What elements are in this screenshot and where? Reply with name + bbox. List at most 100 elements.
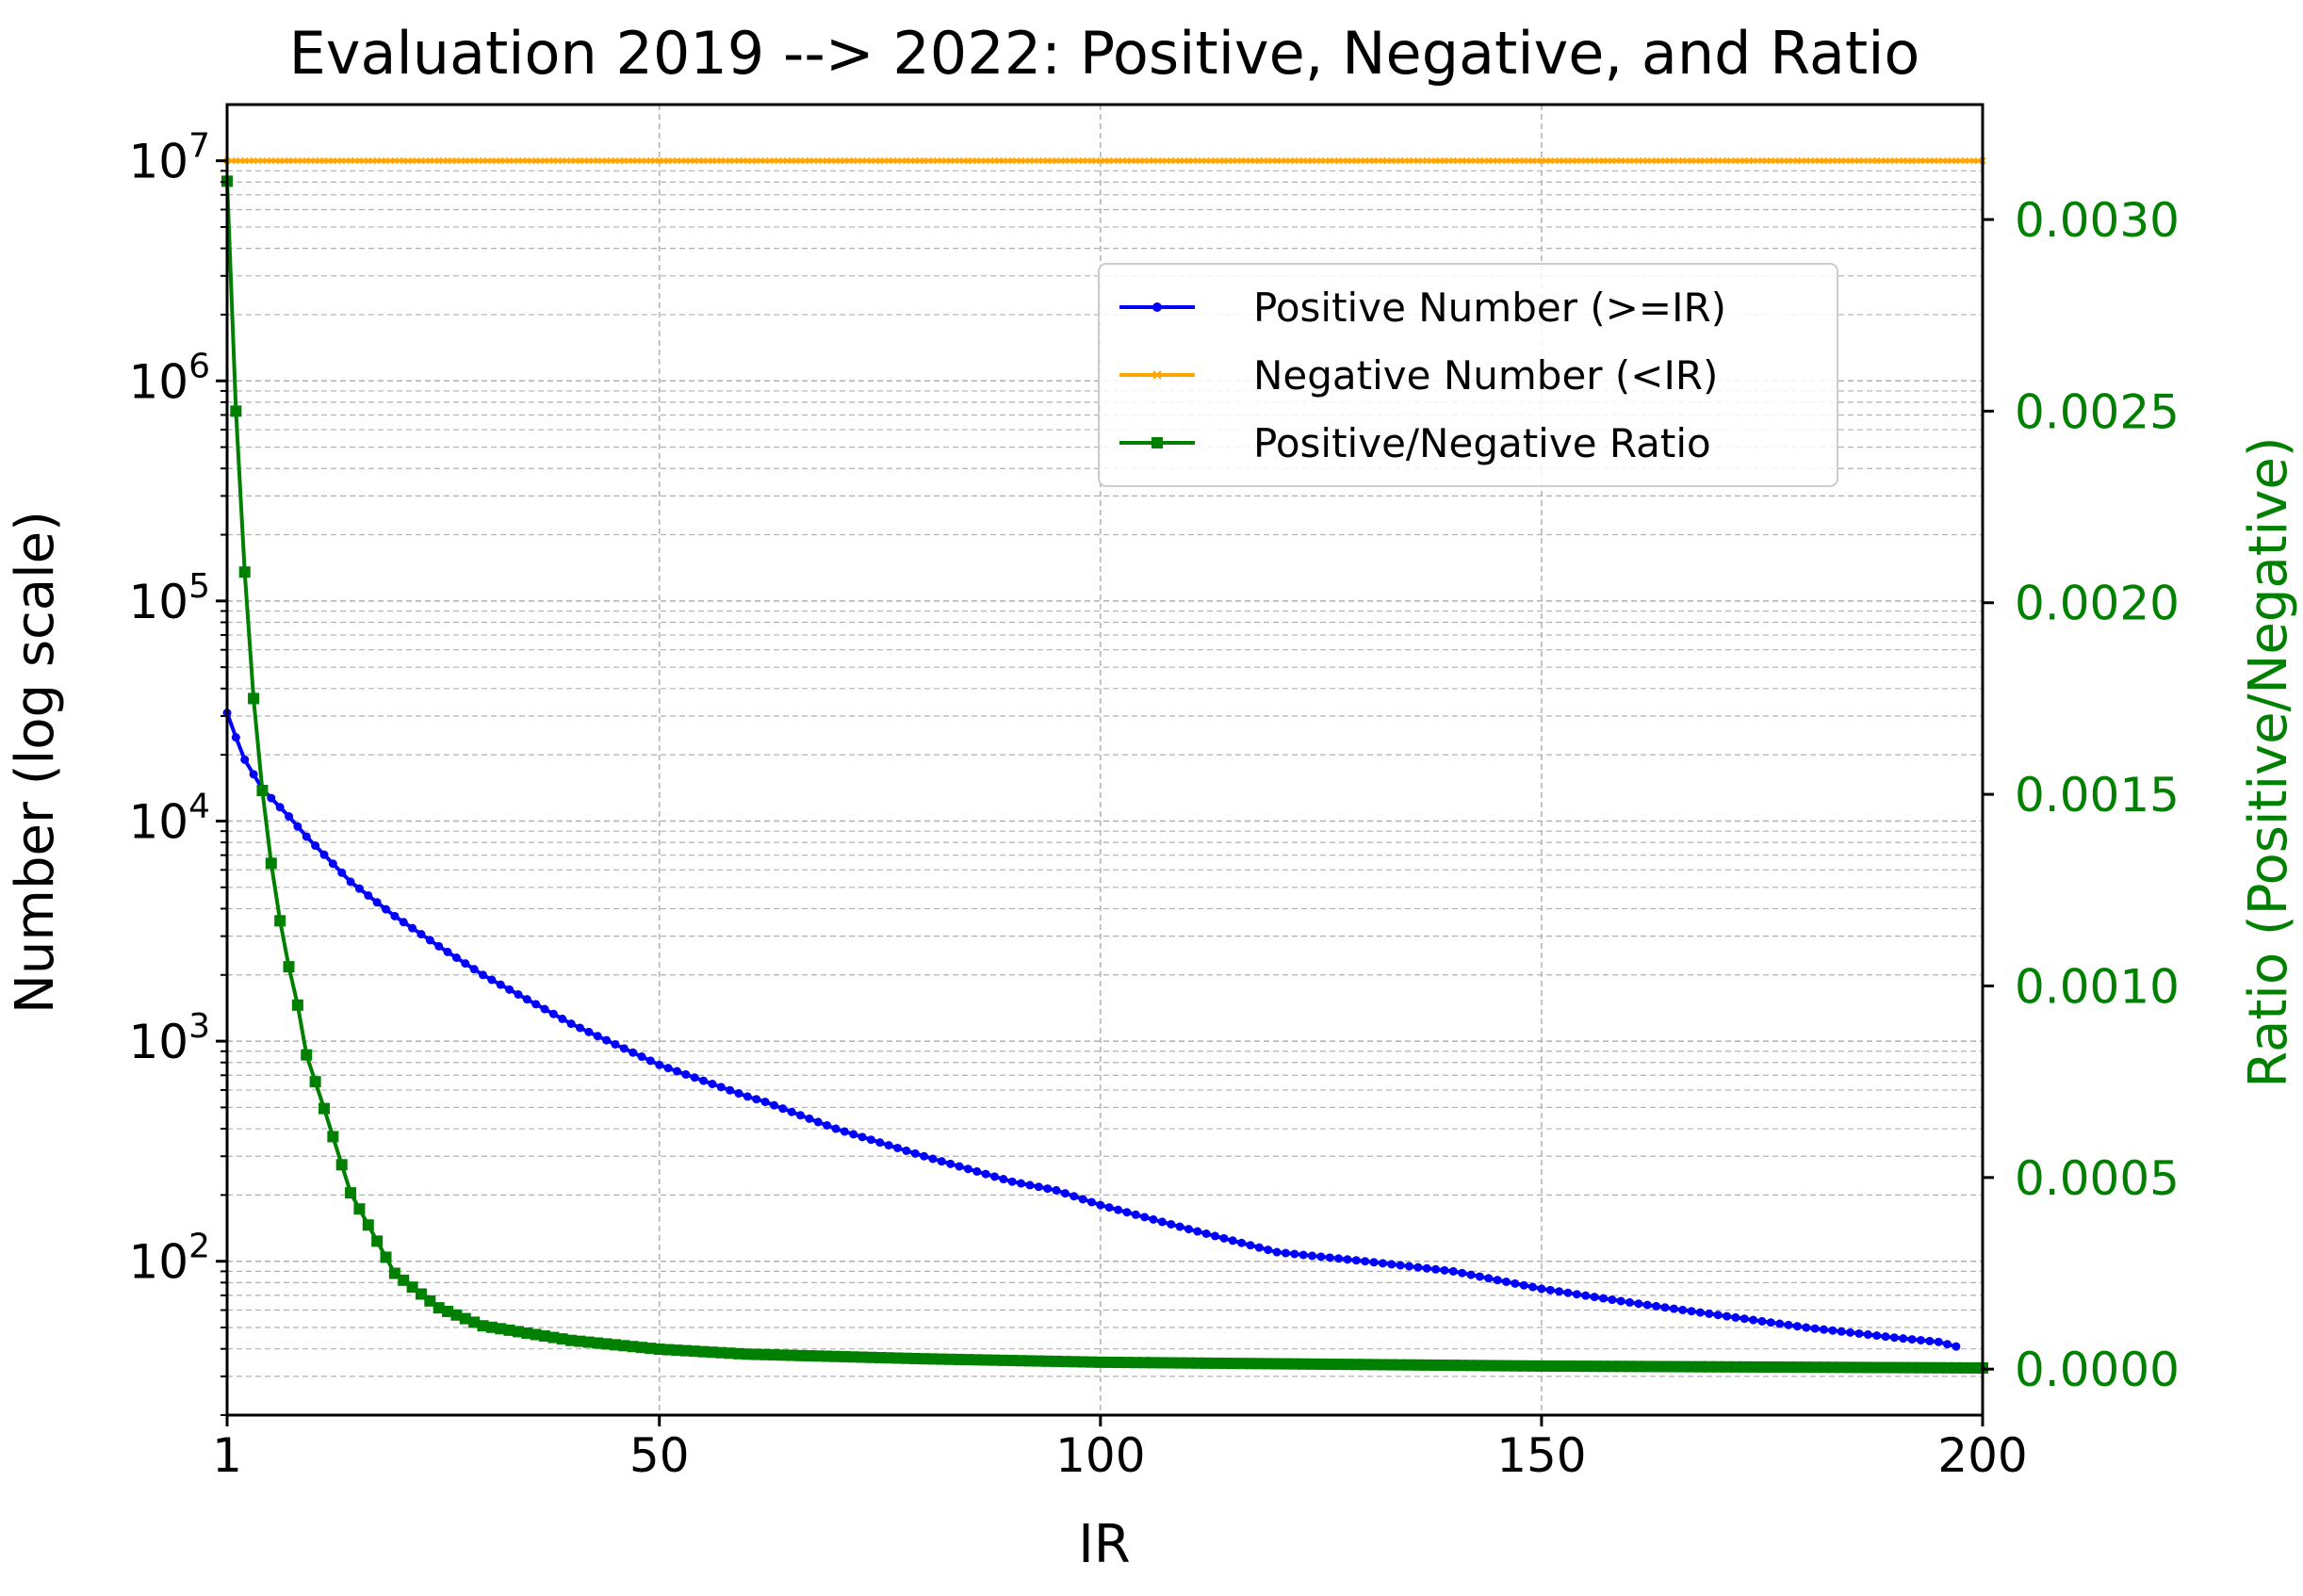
- data-point: [390, 911, 400, 920]
- data-point: [469, 965, 479, 974]
- data-point: [477, 1320, 489, 1332]
- data-point: [1853, 1361, 1865, 1374]
- data-point: [1007, 1177, 1017, 1186]
- data-point: [311, 156, 319, 165]
- data-point: [1096, 1200, 1105, 1210]
- data-point: [1800, 1361, 1812, 1374]
- data-point: [365, 156, 372, 165]
- data-point: [1237, 156, 1246, 165]
- data-point: [1739, 1360, 1751, 1373]
- data-point: [1120, 1357, 1133, 1369]
- data-point: [1688, 156, 1695, 165]
- y-tick-label: 104: [128, 787, 210, 849]
- data-point: [1625, 1297, 1635, 1307]
- y2-tick-label: 0.0025: [2015, 384, 2180, 439]
- data-point: [345, 1187, 357, 1199]
- data-point: [1544, 1360, 1557, 1372]
- data-point: [1579, 1360, 1592, 1373]
- data-point: [1334, 156, 1343, 165]
- data-point: [1838, 156, 1845, 165]
- data-point: [1458, 156, 1466, 165]
- data-point: [309, 1076, 321, 1088]
- data-point: [1086, 1356, 1098, 1368]
- data-point: [1658, 1360, 1671, 1373]
- data-point: [627, 1341, 639, 1353]
- data-point: [293, 822, 302, 831]
- data-point: [1130, 1357, 1142, 1369]
- data-point: [1959, 1361, 1971, 1374]
- legend-marker: [1152, 437, 1163, 448]
- data-point: [920, 1151, 929, 1161]
- data-point: [1650, 1360, 1662, 1373]
- data-point: [1168, 156, 1175, 165]
- data-point: [1043, 1184, 1053, 1194]
- data-point: [1438, 1360, 1450, 1372]
- data-point: [592, 1337, 604, 1349]
- data-point: [954, 1353, 966, 1365]
- data-point: [1862, 1361, 1874, 1374]
- data-point: [1591, 156, 1598, 165]
- data-point: [434, 941, 444, 951]
- data-point: [1952, 156, 1960, 165]
- data-point: [1571, 1360, 1583, 1373]
- data-point: [1934, 1337, 1943, 1346]
- data-point: [1915, 1361, 1927, 1374]
- legend-label: Negative Number (<IR): [1253, 352, 1718, 399]
- data-point: [602, 156, 611, 165]
- data-point: [1094, 1356, 1106, 1368]
- data-point: [382, 904, 391, 914]
- y-tick-label: 105: [128, 567, 210, 629]
- data-point: [406, 1281, 418, 1294]
- data-point: [1561, 1360, 1574, 1373]
- data-point: [1290, 1249, 1299, 1259]
- data-point: [726, 156, 734, 165]
- data-point: [1051, 1355, 1063, 1367]
- data-point: [1359, 1359, 1371, 1371]
- data-point: [1908, 156, 1916, 165]
- data-point: [1200, 1357, 1213, 1369]
- legend: Positive Number (>=IR) Negative Number (<…: [1098, 263, 1838, 487]
- data-point: [655, 1060, 664, 1069]
- data-point: [417, 156, 425, 165]
- data-point: [1149, 1214, 1158, 1224]
- y-axis-label: Number (log scale): [5, 511, 66, 1014]
- data-point: [1721, 1360, 1733, 1373]
- data-point: [929, 156, 937, 165]
- data-point: [558, 1014, 567, 1023]
- data-point: [1519, 1280, 1528, 1290]
- data-point: [918, 1353, 930, 1365]
- data-point: [1264, 156, 1272, 165]
- legend-marker: [1152, 370, 1162, 380]
- data-point: [1836, 1361, 1848, 1374]
- data-point: [1676, 1360, 1689, 1373]
- data-point: [734, 1089, 743, 1099]
- data-point: [497, 156, 504, 165]
- data-point: [944, 1353, 956, 1365]
- data-point: [505, 156, 514, 165]
- data-point: [1511, 1278, 1520, 1288]
- data-point: [565, 1334, 578, 1346]
- data-point: [1103, 1356, 1116, 1368]
- data-point: [1112, 1357, 1124, 1369]
- data-point: [840, 1127, 849, 1136]
- data-point: [806, 156, 813, 165]
- data-point: [1493, 1276, 1502, 1285]
- data-point: [1597, 1360, 1609, 1373]
- data-point: [1941, 1361, 1953, 1374]
- data-point: [1632, 1360, 1644, 1373]
- data-point: [726, 1085, 735, 1095]
- data-point: [964, 156, 972, 165]
- data-point: [1484, 1274, 1494, 1283]
- data-point: [268, 156, 275, 165]
- data-point: [1564, 156, 1572, 165]
- data-point: [1952, 1342, 1961, 1351]
- data-point: [291, 999, 303, 1011]
- data-point: [1765, 1360, 1777, 1373]
- data-point: [999, 1175, 1008, 1184]
- data-point: [1828, 1326, 1838, 1335]
- data-point: [1935, 156, 1942, 165]
- data-point: [1900, 156, 1907, 165]
- data-point: [1070, 1192, 1079, 1201]
- data-point: [831, 1124, 841, 1133]
- plot-series: [221, 156, 1988, 1374]
